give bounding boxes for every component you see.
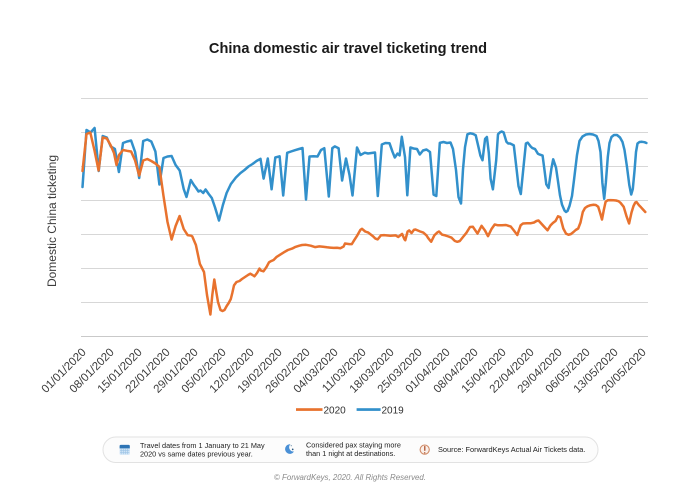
svg-text:2020: 2020 [324, 405, 347, 416]
svg-text:Considered pax staying more: Considered pax staying more [306, 441, 401, 450]
svg-text:than 1 night at destinations.: than 1 night at destinations. [306, 449, 395, 458]
svg-text:© ForwardKeys, 2020. All Right: © ForwardKeys, 2020. All Rights Reserved… [274, 473, 426, 482]
svg-text:China domestic air travel tick: China domestic air travel ticketing tren… [209, 41, 487, 57]
svg-text:Domestic China ticketing: Domestic China ticketing [45, 155, 59, 287]
svg-text:2019: 2019 [382, 405, 405, 416]
svg-text:Travel dates from 1 January to: Travel dates from 1 January to 21 May [140, 441, 265, 450]
svg-text:Source: ForwardKeys Actual Air: Source: ForwardKeys Actual Air Tickets d… [438, 445, 585, 454]
svg-text:2020 vs same dates previous ye: 2020 vs same dates previous year. [140, 450, 253, 459]
